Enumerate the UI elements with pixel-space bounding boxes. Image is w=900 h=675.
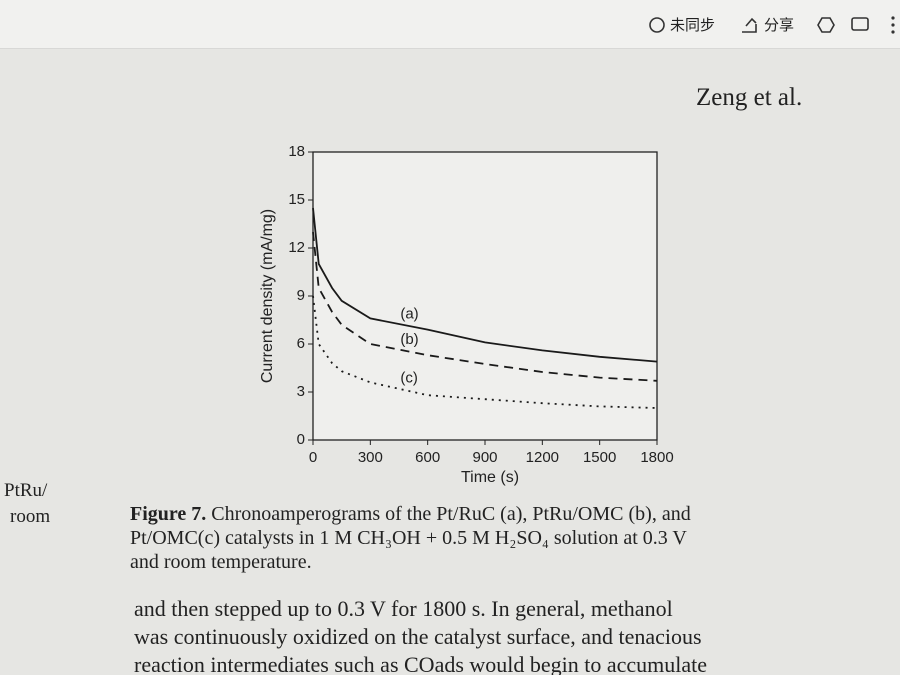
x-tick-label: 600	[415, 449, 440, 466]
more-icon[interactable]	[891, 30, 895, 34]
series-label: (b)	[400, 331, 418, 348]
more-icon[interactable]	[891, 23, 895, 27]
series-line	[312, 207, 658, 363]
y-tick-label: 12	[288, 239, 305, 256]
y-tick-label: 15	[288, 191, 305, 208]
margin-text: room	[10, 506, 51, 527]
sync-icon[interactable]	[649, 17, 665, 33]
y-tick-label: 9	[297, 287, 305, 304]
settings-icon[interactable]	[817, 17, 835, 33]
running-header: Zeng et al.	[696, 84, 803, 111]
y-tick-label: 0	[297, 431, 305, 448]
body-line: reaction intermediates such as COads wou…	[134, 652, 708, 675]
more-icon[interactable]	[891, 16, 895, 20]
series-line	[312, 231, 658, 382]
y-axis-label: Current density (mA/mg)	[259, 209, 276, 383]
x-tick-label: 0	[309, 449, 317, 466]
x-tick-label: 1200	[526, 449, 559, 466]
series-label: (c)	[400, 369, 418, 386]
toolbar: 未同步 分享	[0, 0, 900, 49]
x-tick-label: 900	[472, 449, 497, 466]
sync-label[interactable]: 未同步	[670, 16, 716, 34]
caption-line: Figure 7. Chronoamperograms of the Pt/Ru…	[130, 503, 691, 526]
body-line: was continuously oxidized on the catalys…	[134, 624, 702, 649]
margin-text: PtRu/	[4, 480, 48, 501]
x-tick-label: 1500	[583, 449, 616, 466]
caption-label: Figure 7.	[130, 503, 207, 525]
y-tick-label: 18	[288, 143, 305, 160]
share-icon[interactable]	[742, 17, 757, 33]
body-line: and then stepped up to 0.3 V for 1800 s.…	[134, 596, 673, 621]
x-tick-label: 1800	[640, 449, 673, 466]
series-label: (a)	[400, 305, 418, 322]
x-axis-label: Time (s)	[461, 469, 519, 486]
y-tick-label: 3	[297, 383, 305, 400]
caption-line: and room temperature.	[130, 551, 312, 573]
plot-frame	[312, 151, 658, 441]
y-tick-label: 6	[297, 335, 305, 352]
caption-text: Chronoamperograms of the Pt/RuC (a), PtR…	[206, 503, 691, 525]
share-label[interactable]: 分享	[764, 16, 795, 34]
toolbar-icons	[649, 16, 895, 34]
comment-icon[interactable]	[851, 17, 869, 31]
caption-line: Pt/OMC(c) catalysts in 1 M CH₃OH + 0.5 M…	[130, 527, 687, 549]
x-tick-label: 300	[358, 449, 383, 466]
